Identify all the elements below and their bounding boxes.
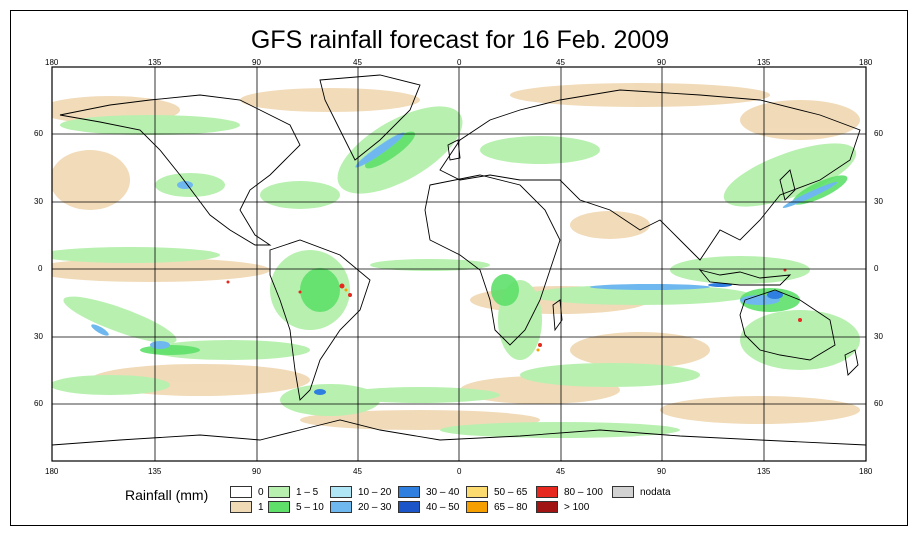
legend-swatch: [398, 486, 420, 498]
legend-swatch: [268, 486, 290, 498]
lat-label-right: 60: [874, 399, 883, 408]
figure-frame: [10, 10, 908, 526]
lat-label-left: 30: [34, 332, 43, 341]
legend-item: nodata: [612, 485, 671, 499]
lon-label-top: 90: [657, 58, 666, 67]
legend-swatch: [466, 486, 488, 498]
legend-item: 10 – 20: [330, 485, 391, 499]
map-border: [51, 66, 867, 462]
lon-label-top: 45: [353, 58, 362, 67]
lon-label-top: 90: [252, 58, 261, 67]
lon-label-bottom: 45: [556, 467, 565, 476]
lon-label-bottom: 180: [45, 467, 59, 476]
legend-item: 30 – 40: [398, 485, 459, 499]
legend-swatch: [536, 486, 558, 498]
legend-label: 5 – 10: [296, 501, 324, 513]
lat-label-right: 60: [874, 129, 883, 138]
lat-label-left: 30: [34, 197, 43, 206]
legend-label: 50 – 65: [494, 486, 528, 498]
legend-swatch: [466, 501, 488, 513]
lon-label-top: 135: [757, 58, 771, 67]
legend-label: > 100: [564, 501, 590, 513]
lon-label-bottom: 135: [148, 467, 162, 476]
legend-item: 65 – 80: [466, 500, 527, 514]
legend-label: 0: [258, 486, 264, 498]
lon-label-top: 180: [859, 58, 873, 67]
legend-item: 20 – 30: [330, 500, 391, 514]
legend-label: 30 – 40: [426, 486, 460, 498]
lat-label-left: 0: [38, 264, 43, 273]
lon-label-bottom: 90: [252, 467, 261, 476]
legend-swatch: [230, 501, 252, 513]
legend-label: 1 – 5: [296, 486, 319, 498]
legend-item: 0: [230, 485, 264, 499]
lat-label-left: 60: [34, 129, 43, 138]
legend-label: 65 – 80: [494, 501, 528, 513]
legend-label: 40 – 50: [426, 501, 460, 513]
legend-item: > 100: [536, 500, 589, 514]
lat-label-right: 0: [874, 264, 879, 273]
legend-label: 80 – 100: [564, 486, 603, 498]
graticule: [52, 67, 866, 461]
lat-label-right: 30: [874, 197, 883, 206]
legend-item: 1: [230, 500, 264, 514]
page-title: GFS rainfall forecast for 16 Feb. 2009: [250, 26, 670, 54]
legend-swatch: [536, 501, 558, 513]
lon-label-top: 0: [457, 58, 462, 67]
legend-title: Rainfall (mm): [125, 487, 209, 503]
legend-item: 5 – 10: [268, 500, 324, 514]
lon-label-bottom: 90: [657, 467, 666, 476]
legend-swatch: [612, 486, 634, 498]
lon-label-top: 180: [45, 58, 59, 67]
coastlines: [52, 74, 866, 446]
legend-item: 1 – 5: [268, 485, 318, 499]
legend-swatch: [330, 501, 352, 513]
lat-label-left: 60: [34, 399, 43, 408]
legend-swatch: [230, 486, 252, 498]
legend-label: 20 – 30: [358, 501, 392, 513]
lat-label-right: 30: [874, 332, 883, 341]
lon-label-bottom: 0: [457, 467, 462, 476]
lon-label-bottom: 135: [757, 467, 771, 476]
legend-swatch: [398, 501, 420, 513]
legend-item: 40 – 50: [398, 500, 459, 514]
legend-swatch: [268, 501, 290, 513]
legend-label: 10 – 20: [358, 486, 392, 498]
lon-label-bottom: 180: [859, 467, 873, 476]
legend-label: 1: [258, 501, 264, 513]
legend-label: nodata: [640, 486, 671, 498]
lon-label-top: 135: [148, 58, 162, 67]
lon-label-bottom: 45: [353, 467, 362, 476]
legend-item: 50 – 65: [466, 485, 527, 499]
legend-swatch: [330, 486, 352, 498]
legend-item: 80 – 100: [536, 485, 603, 499]
lon-label-top: 45: [556, 58, 565, 67]
